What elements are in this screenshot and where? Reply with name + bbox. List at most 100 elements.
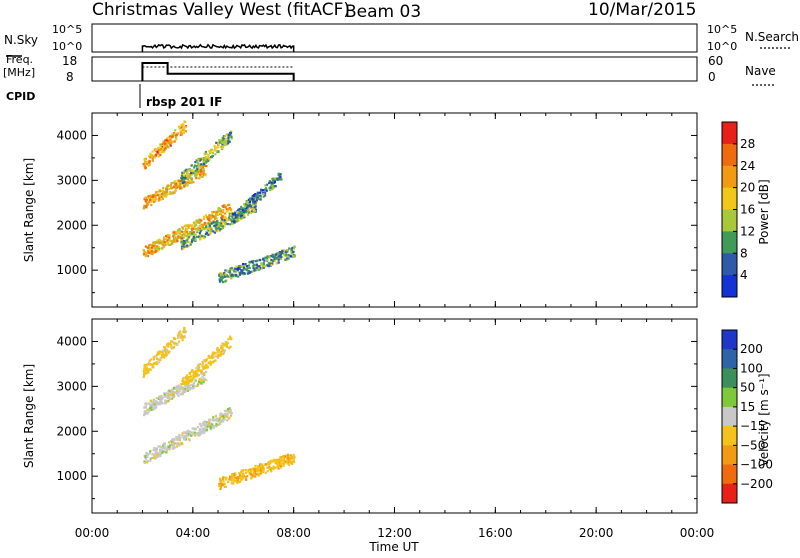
rti-cell [181, 339, 184, 342]
rti-cell [142, 249, 145, 252]
rti-cell [204, 378, 208, 381]
rti-cell [158, 395, 161, 398]
rti-cell [257, 197, 260, 200]
rti-cell [219, 420, 222, 423]
rti-cell [213, 231, 216, 234]
rti-cell [229, 410, 232, 413]
rti-cell [193, 374, 196, 377]
rti-cell [230, 268, 233, 271]
rti-cell [222, 281, 225, 284]
rti-cell [199, 163, 202, 166]
rti-cell [168, 192, 171, 195]
rti-cell [187, 377, 190, 380]
rti-cell [179, 185, 182, 188]
rti-cell [198, 382, 201, 385]
rti-cell [182, 129, 185, 132]
rti-cell [254, 475, 257, 478]
rti-cell [257, 472, 260, 475]
rti-cell [159, 359, 162, 362]
rti-cell [214, 214, 217, 217]
rti-cell [279, 458, 283, 461]
rti-cell [257, 467, 260, 470]
rti-cell [215, 223, 218, 226]
rti-cell [214, 221, 217, 224]
rti-cell [161, 354, 164, 357]
rti-cell [218, 228, 221, 231]
rti-cell [262, 195, 265, 198]
rti-cell [220, 344, 223, 348]
rti-cell [230, 277, 233, 280]
rti-cell [253, 210, 257, 213]
rti-cell [285, 461, 289, 464]
rti-cell [222, 350, 226, 353]
rti-cell [228, 271, 231, 274]
rti-cell [163, 146, 166, 149]
rti-cell [221, 145, 224, 148]
rti-cell [209, 425, 212, 428]
rti-cell [241, 272, 244, 275]
rti-cell [152, 401, 156, 404]
rti-cell [202, 227, 205, 231]
rti-cell [244, 202, 247, 205]
rti-cell [182, 123, 185, 126]
rti-cell [217, 423, 220, 426]
rti-cell [147, 244, 151, 247]
rti-cell [272, 255, 275, 258]
rti-cell [156, 241, 159, 244]
rti-cell [225, 143, 228, 146]
rti-cell [229, 131, 233, 134]
rti-cell [241, 269, 244, 272]
rti-cell [218, 477, 222, 480]
rti-cell [237, 477, 240, 480]
power-data [142, 120, 296, 284]
rti-cell [213, 218, 217, 221]
rti-cell [270, 470, 273, 473]
rti-cell [221, 342, 224, 345]
rti-cell [265, 189, 268, 192]
rti-cell [149, 450, 152, 453]
rti-cell [149, 153, 152, 156]
rti-cell [151, 198, 154, 201]
rti-cell [269, 462, 272, 465]
rti-cell [156, 403, 159, 406]
rti-cell [193, 431, 196, 434]
rti-cell [199, 173, 202, 176]
velocity-yticks: 1000 2000 3000 4000 [56, 334, 697, 500]
rti-cell [180, 238, 183, 241]
nave-tick-top: 60 [708, 54, 723, 68]
rti-cell [197, 158, 200, 161]
rti-cell [175, 438, 178, 441]
rti-cell [283, 251, 286, 254]
rti-cell [166, 396, 169, 399]
rti-cell [231, 218, 234, 221]
rti-cell [225, 344, 228, 347]
rti-cell [186, 381, 189, 384]
rti-cell [182, 389, 185, 392]
rti-cell [190, 370, 193, 373]
rti-cell [165, 235, 168, 238]
rti-cell [150, 246, 153, 249]
rti-cell [205, 428, 208, 431]
rti-cell [189, 243, 192, 246]
rti-cell [218, 209, 221, 212]
rti-cell [163, 445, 166, 449]
rti-cell [227, 408, 230, 411]
rti-cell [213, 425, 216, 428]
rti-cell [147, 195, 150, 198]
rti-cell [143, 374, 146, 377]
rti-cell [192, 386, 195, 389]
rti-cell [234, 480, 238, 483]
rti-cell [184, 130, 187, 133]
rti-cell [181, 377, 185, 380]
rti-cell [195, 228, 198, 231]
nsky-line [141, 43, 294, 50]
rti-cell [144, 245, 147, 248]
rti-cell [205, 364, 208, 367]
rti-cell [146, 363, 149, 366]
rti-cell [242, 211, 245, 214]
rti-cell [278, 252, 281, 255]
rti-cell [262, 467, 265, 470]
rti-cell [199, 230, 202, 233]
rti-cell [253, 206, 256, 209]
rti-cell [149, 251, 152, 254]
